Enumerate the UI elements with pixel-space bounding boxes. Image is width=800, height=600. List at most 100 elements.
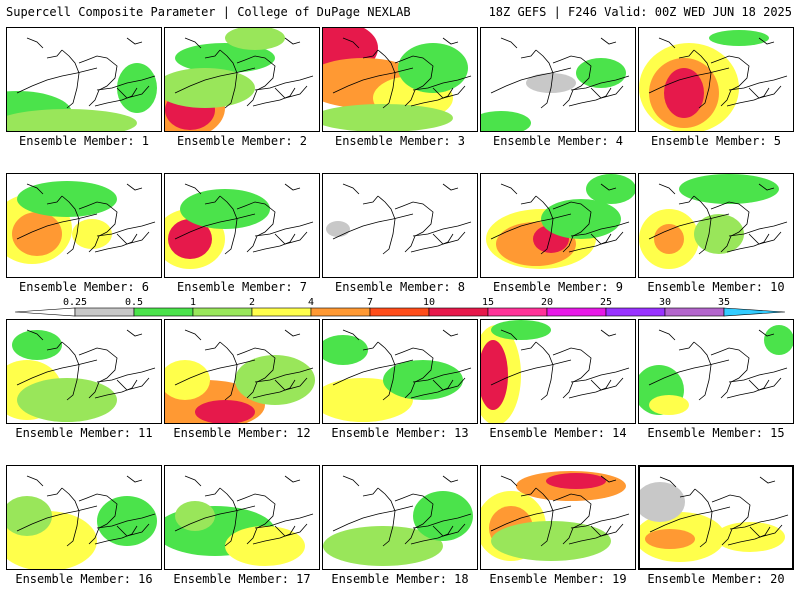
coastline — [394, 55, 434, 107]
scale-segment — [192, 307, 253, 317]
ensemble-panel — [480, 319, 636, 424]
scp-contour — [694, 214, 744, 254]
scale-segment — [74, 307, 135, 317]
coastline — [94, 233, 138, 253]
coastline — [520, 487, 537, 497]
scp-contour — [664, 68, 704, 118]
coastline — [78, 493, 118, 545]
scale-segment — [369, 307, 430, 317]
scp-contour — [546, 473, 606, 489]
coastline — [174, 359, 256, 386]
coastline — [693, 49, 712, 109]
coastline — [26, 183, 44, 195]
coastline — [342, 37, 360, 49]
scp-contour — [175, 43, 275, 73]
coastline — [236, 493, 276, 545]
ensemble-panel — [322, 319, 478, 424]
scp-contour — [645, 529, 695, 549]
coastline — [520, 49, 537, 59]
scp-contour — [195, 400, 255, 423]
scp-contour — [323, 335, 368, 365]
ensemble-panel — [322, 173, 478, 278]
scale-min-arrow — [14, 307, 76, 317]
coastline — [693, 341, 712, 401]
scp-contour — [491, 521, 611, 561]
coastline — [749, 524, 783, 538]
coastline — [442, 329, 459, 337]
coastline — [16, 213, 98, 240]
coastline — [94, 379, 138, 399]
coastline — [219, 195, 238, 255]
coastline — [552, 347, 592, 399]
ensemble-panel — [638, 465, 794, 570]
ensemble-panel — [6, 465, 162, 570]
coastline — [711, 494, 751, 546]
scp-contour — [180, 189, 270, 229]
coastline — [758, 37, 775, 45]
coastline — [600, 475, 617, 483]
scp-contour — [649, 395, 689, 415]
coastline — [535, 341, 554, 401]
coastline — [219, 487, 238, 547]
coastline — [46, 49, 63, 59]
coastline — [78, 55, 118, 107]
coastline — [274, 523, 308, 537]
coastline — [284, 475, 301, 483]
coastline — [342, 329, 360, 341]
coastline — [96, 221, 156, 237]
scale-segment — [133, 307, 194, 317]
ensemble-panel — [164, 27, 320, 132]
coastline — [254, 221, 314, 237]
member-map — [326, 183, 472, 255]
scp-contour — [481, 340, 508, 410]
coastline — [500, 37, 518, 49]
coastline — [748, 85, 782, 99]
coastline — [274, 231, 308, 245]
scp-contour — [326, 221, 350, 237]
coastline — [693, 195, 712, 255]
member-map — [165, 475, 314, 566]
scp-contour — [709, 30, 769, 46]
coastline — [442, 475, 459, 483]
coastline — [694, 488, 713, 548]
coastline — [332, 67, 414, 94]
scp-contour — [491, 320, 551, 340]
coastline — [204, 49, 221, 59]
coastline — [678, 195, 695, 205]
member-map — [323, 475, 473, 566]
scp-contour — [7, 109, 137, 131]
coastline — [600, 329, 617, 337]
coastline — [236, 55, 276, 107]
member-map — [481, 37, 630, 131]
coastline — [252, 87, 296, 107]
coastline — [274, 377, 308, 391]
member-map — [323, 329, 472, 422]
coastline — [659, 476, 677, 488]
scp-contour — [175, 501, 215, 531]
coastline — [332, 505, 414, 532]
scale-segment — [664, 307, 725, 317]
coastline — [568, 233, 612, 253]
scale-segment — [546, 307, 607, 317]
scp-contour — [481, 111, 531, 131]
coastline — [94, 525, 138, 545]
coastline — [758, 329, 775, 337]
coastline — [412, 513, 472, 529]
coastline — [126, 475, 143, 483]
coastline — [658, 183, 676, 195]
ensemble-panel — [164, 465, 320, 570]
member-map — [486, 174, 635, 269]
scale-segment — [310, 307, 371, 317]
coastline — [758, 183, 775, 191]
ensemble-panel — [164, 173, 320, 278]
coastline — [394, 493, 434, 545]
coastline — [26, 37, 44, 49]
coastline — [570, 367, 630, 383]
scale-segment — [605, 307, 666, 317]
scp-contour — [679, 174, 779, 204]
coastline — [174, 67, 256, 94]
coastline — [535, 49, 554, 109]
coastline — [552, 201, 592, 253]
ensemble-panel — [480, 27, 636, 132]
coastline — [648, 359, 730, 386]
